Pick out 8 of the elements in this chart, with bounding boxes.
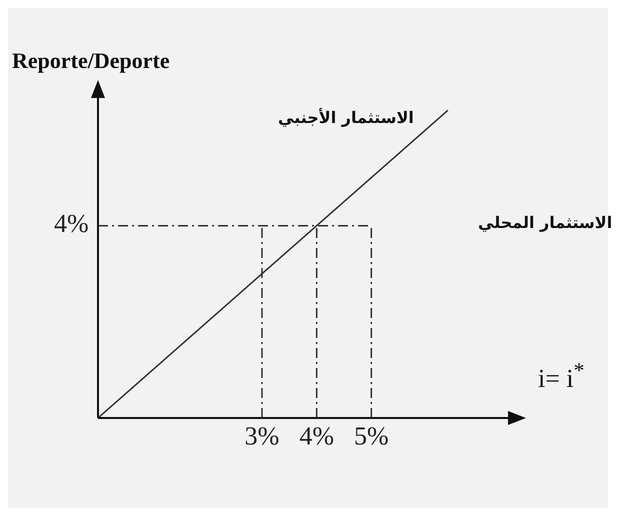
annotation: الاستثمار الأجنبي (278, 108, 414, 127)
annotation: الاستثمار المحلي (478, 213, 612, 232)
x-tick-label: 5% (354, 421, 389, 450)
x-axis-title: i= i$^{*}$ (538, 358, 584, 393)
y-axis-title: Reporte/Deporte (12, 48, 170, 73)
text: 4% (54, 209, 89, 238)
x-tick-label: 3% (244, 421, 280, 450)
x-tick-label: 4% (299, 421, 334, 450)
